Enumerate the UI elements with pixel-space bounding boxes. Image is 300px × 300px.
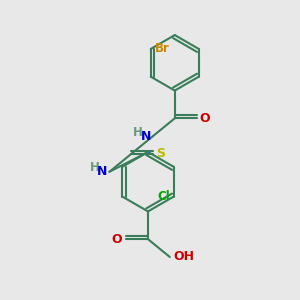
Text: N: N bbox=[97, 165, 107, 178]
Text: O: O bbox=[112, 233, 122, 246]
Text: S: S bbox=[156, 148, 165, 160]
Text: H: H bbox=[90, 161, 100, 174]
Text: Br: Br bbox=[155, 42, 170, 56]
Text: OH: OH bbox=[174, 250, 195, 263]
Text: N: N bbox=[141, 130, 151, 142]
Text: H: H bbox=[133, 126, 143, 139]
Text: Cl: Cl bbox=[157, 190, 170, 203]
Text: O: O bbox=[200, 112, 210, 125]
